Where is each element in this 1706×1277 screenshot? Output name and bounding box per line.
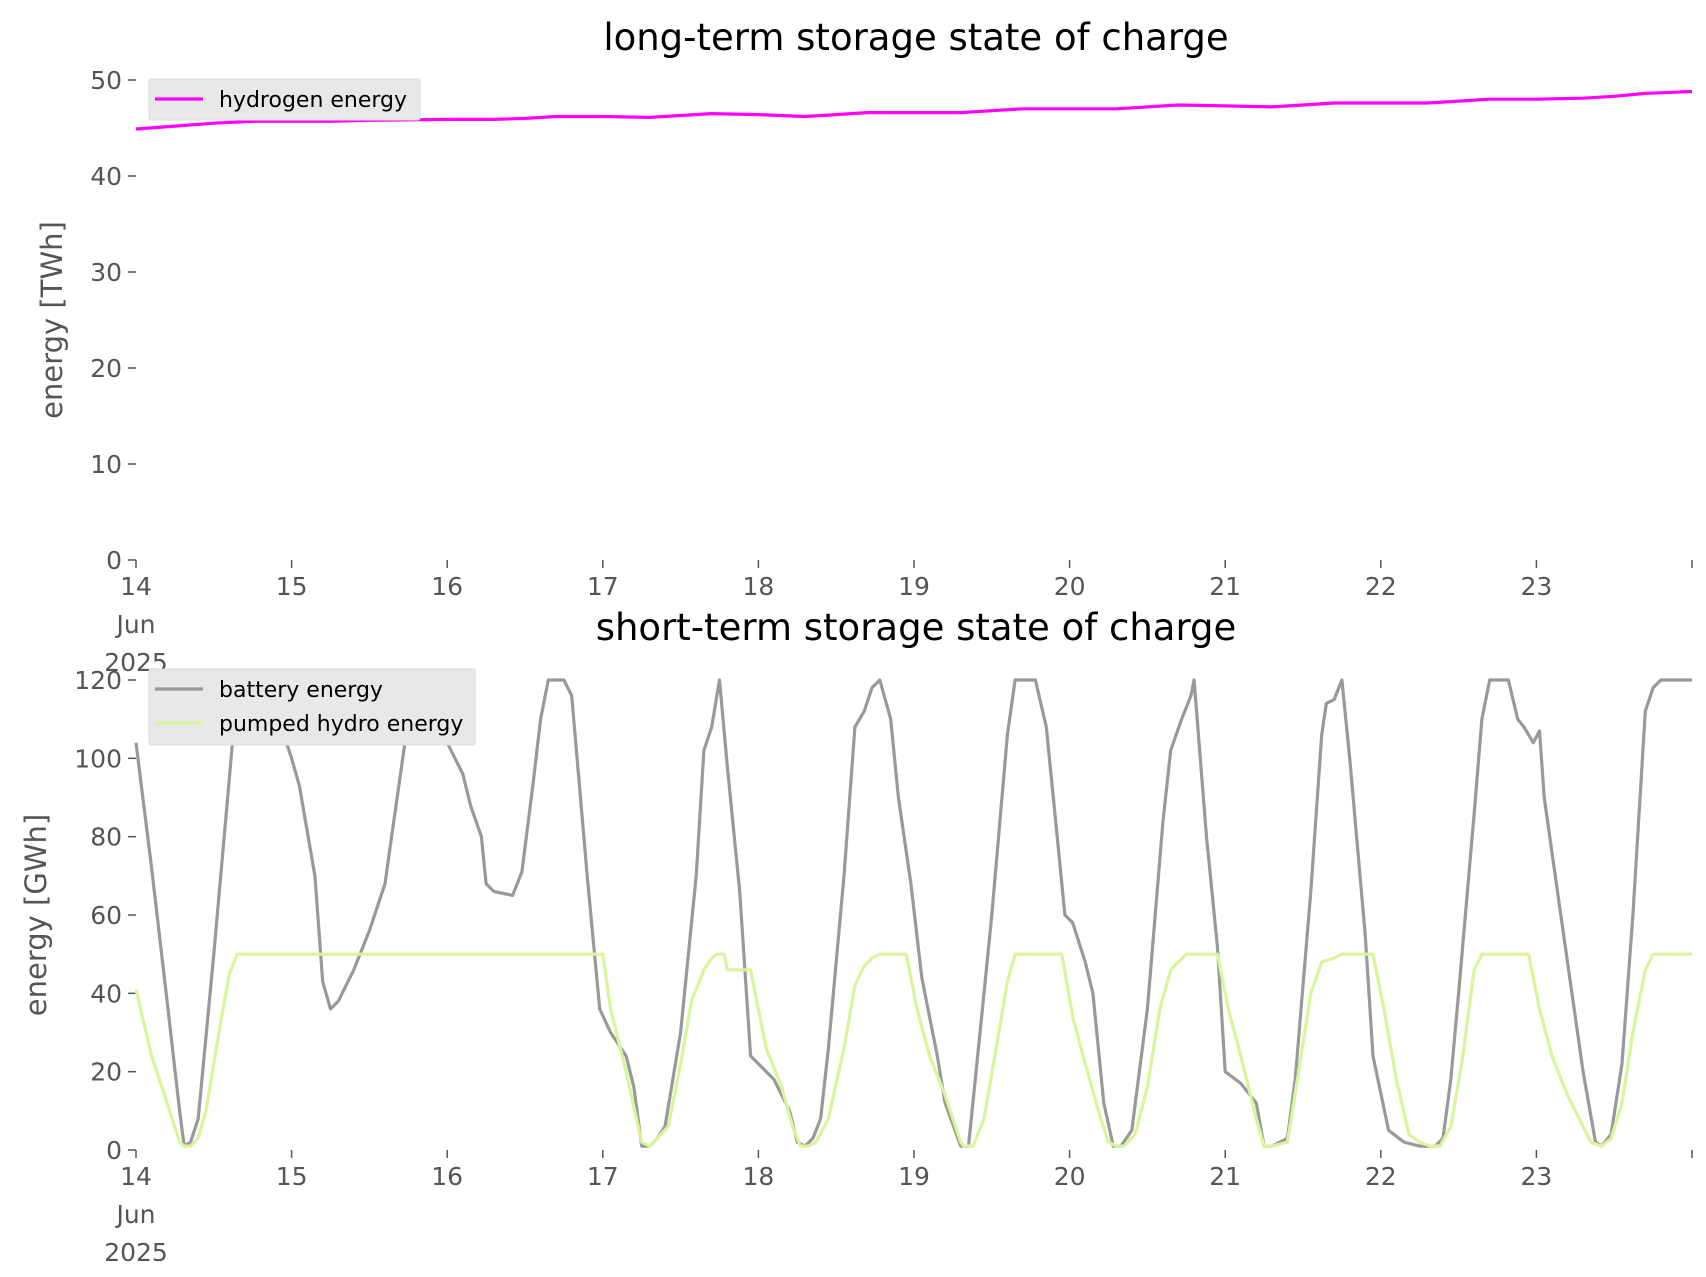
x-tick-label: 23 [1520, 1162, 1552, 1191]
y-axis-label: energy [TWh] [35, 221, 69, 419]
x-tick-label: 21 [1209, 572, 1241, 601]
y-axis-label: energy [GWh] [19, 814, 53, 1016]
y-tick-label: 20 [90, 1058, 122, 1087]
chart-title: long-term storage state of charge [603, 16, 1228, 59]
x-tick-label: Jun [114, 1200, 155, 1229]
y-tick-label: 120 [74, 666, 122, 695]
y-tick-label: 80 [90, 823, 122, 852]
x-tick-label: 21 [1209, 1162, 1241, 1191]
y-tick-label: 50 [90, 66, 122, 95]
long-term-storage-chart: long-term storage state of charge energy … [35, 16, 1693, 677]
x-tick-label: 16 [431, 1162, 463, 1191]
x-tick-label: 15 [276, 572, 308, 601]
y-tick-label: 40 [90, 979, 122, 1008]
short-term-storage-chart: short-term storage state of charge energy… [19, 606, 1693, 1267]
y-tick-label: 10 [90, 450, 122, 479]
x-tick-label: 17 [587, 1162, 619, 1191]
x-tick-label: 17 [587, 572, 619, 601]
y-tick-label: 20 [90, 354, 122, 383]
x-tick-label: 23 [1520, 572, 1552, 601]
y-tick-label: 60 [90, 901, 122, 930]
y-tick-label: 0 [106, 546, 122, 575]
x-tick-label: 22 [1365, 1162, 1397, 1191]
x-tick-label: 22 [1365, 572, 1397, 601]
legend-entry: battery energy [219, 678, 383, 703]
pumped-hydro-energy-line [134, 952, 1692, 1148]
x-tick-label: 18 [742, 572, 774, 601]
x-tick-label: 19 [898, 572, 930, 601]
y-tick-label: 0 [106, 1136, 122, 1165]
legend-box [148, 78, 421, 121]
legend: hydrogen energy [148, 78, 421, 121]
x-tick-label: 16 [431, 572, 463, 601]
x-tick-label: 2025 [104, 1238, 168, 1267]
x-tick-label: 20 [1054, 572, 1086, 601]
x-tick-label: 15 [276, 1162, 308, 1191]
legend-box [148, 668, 476, 746]
legend-entry: pumped hydro energy [219, 712, 463, 737]
x-tick-label: 20 [1054, 1162, 1086, 1191]
x-tick-label: 18 [742, 1162, 774, 1191]
legend-entry: hydrogen energy [219, 88, 407, 113]
x-tick-label: 14 [120, 1162, 152, 1191]
x-tick-label: 14 [120, 572, 152, 601]
legend: battery energy pumped hydro energy [148, 668, 476, 746]
y-tick-label: 100 [74, 744, 122, 773]
y-tick-label: 30 [90, 258, 122, 287]
x-tick-label: Jun [114, 610, 155, 639]
chart-title: short-term storage state of charge [596, 606, 1237, 649]
y-tick-label: 40 [90, 162, 122, 191]
x-tick-label: 19 [898, 1162, 930, 1191]
